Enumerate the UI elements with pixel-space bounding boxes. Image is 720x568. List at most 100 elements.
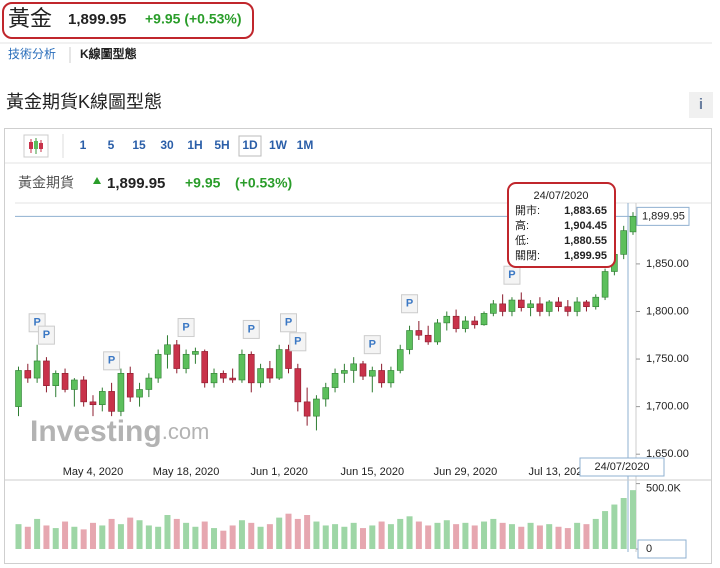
header-price: 1,899.95 [68,11,126,28]
candle-body [52,373,60,386]
volume-bar [266,524,273,549]
candle-body [508,299,516,312]
volume-bar [564,528,571,549]
volume-tick-label: 0 [646,543,652,555]
volume-bar [620,498,627,549]
y-tick-label: 1,800.00 [646,305,689,317]
candle-body [126,373,134,398]
volume-bar [229,525,236,549]
interval-button[interactable]: 5H [214,138,229,152]
info-icon: i [699,96,703,113]
interval-button[interactable]: 15 [132,138,146,152]
candle-body [24,370,32,379]
nav-link[interactable]: 技術分析 [8,47,56,61]
volume-bar [238,520,245,549]
candle-body [601,271,609,298]
volume-bar [592,518,599,549]
event-flag[interactable] [401,294,419,314]
event-flag-label: P [508,269,515,281]
candle-body [517,299,525,308]
volume-bar [117,524,124,549]
candle-body [275,349,283,379]
candle-body [61,373,69,390]
volume-bar [164,515,171,549]
volume-bar [89,522,96,549]
candle-icon [29,138,43,154]
volume-bar [257,526,264,549]
crosshair-date-box [579,457,665,477]
quote-name: 黃金期貨 [18,175,74,191]
candle-body [564,306,572,312]
x-tick-label: May 18, 2020 [153,466,220,478]
volume-bar [43,525,50,549]
volume-bar [406,516,413,549]
volume-bar [499,522,506,549]
event-flag-label: P [369,339,376,351]
tooltip-date: 24/07/2020 [533,190,588,202]
x-tick-label: Jun 1, 2020 [250,466,308,478]
candle-body [536,303,544,312]
event-flag[interactable] [289,332,307,352]
candle-body [583,301,590,308]
nav-link[interactable]: K線圖型態 [80,46,137,61]
volume-bar [127,517,134,549]
volume-bar [387,524,394,549]
candle-body [173,344,181,369]
volume-bar [34,518,41,549]
volume-bar [481,521,488,549]
candle-body [192,351,199,355]
candle-body [201,351,209,384]
volume-bar [453,524,460,549]
event-flag-label: P [108,355,115,367]
interval-button[interactable]: 1 [80,138,87,152]
volume-bar [369,525,376,549]
candle-body [313,398,320,417]
volume-bar [518,526,525,549]
last-price-label: 1,899.95 [642,210,685,222]
tooltip-label: 低: [515,234,529,247]
event-flag[interactable] [103,351,121,371]
watermark-suffix: .com [162,419,210,444]
tooltip-value: 1,880.55 [564,235,607,247]
y-tick-label: 1,850.00 [646,258,689,270]
interval-button[interactable]: 30 [160,138,174,152]
volume-bar [471,525,478,549]
volume-bar [630,490,636,549]
interval-button[interactable]: 1H [187,138,202,152]
watermark-brand: Investing [30,415,162,448]
info-button[interactable] [689,92,713,118]
interval-button[interactable]: 1W [269,138,288,152]
candle-body [108,391,115,412]
candle-body [387,370,395,384]
volume-bar [183,522,190,549]
candle-body [182,353,190,369]
event-flag[interactable] [177,318,195,338]
candle-body [331,373,339,388]
interval-button[interactable]: 5 [108,138,115,152]
volume-bar [99,525,106,549]
volume-bar [220,530,227,549]
candle-body [573,301,581,312]
volume-bar [490,518,497,549]
candle-body [406,330,413,350]
event-flag[interactable] [37,325,55,345]
volume-bar [136,520,143,549]
event-flag[interactable] [280,313,298,333]
tooltip [507,182,616,268]
candle-body [294,368,302,403]
event-flag[interactable] [242,319,260,339]
candle-body [629,216,637,233]
tooltip-value: 1,904.45 [564,220,607,232]
candle-body [443,315,451,324]
event-flag[interactable] [363,335,381,355]
volume-bar [611,504,618,549]
event-flag-label: P [285,317,292,329]
chart-frame [4,128,712,564]
volume-bar [24,526,31,549]
interval-button[interactable]: 1M [297,138,314,152]
crosshair-date: 24/07/2020 [594,461,649,473]
x-tick-label: Jul 13, 2020 [529,466,589,478]
interval-button[interactable]: 1D [242,138,258,152]
y-tick-label: 1,750.00 [646,353,689,365]
volume-bar [248,522,255,549]
